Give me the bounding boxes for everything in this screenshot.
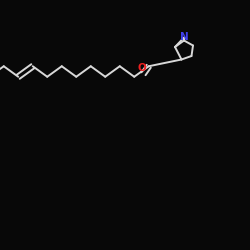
Text: N: N [180, 32, 188, 42]
Text: O: O [137, 63, 146, 73]
